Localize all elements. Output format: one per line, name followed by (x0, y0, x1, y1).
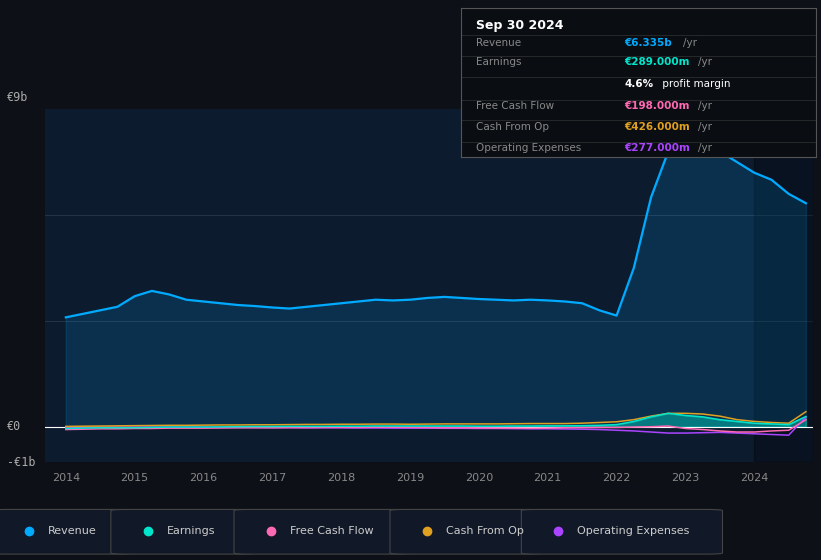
FancyBboxPatch shape (390, 510, 542, 554)
Text: 2017: 2017 (259, 473, 287, 483)
Text: Free Cash Flow: Free Cash Flow (290, 526, 374, 535)
Text: /yr: /yr (699, 122, 713, 132)
Text: €277.000m: €277.000m (625, 143, 690, 153)
Text: Earnings: Earnings (475, 57, 521, 67)
Text: /yr: /yr (699, 143, 713, 153)
FancyBboxPatch shape (521, 510, 722, 554)
Text: Operating Expenses: Operating Expenses (475, 143, 580, 153)
Text: 2023: 2023 (672, 473, 699, 483)
Text: €198.000m: €198.000m (625, 101, 690, 111)
Text: 2024: 2024 (740, 473, 768, 483)
Text: €6.335b: €6.335b (625, 38, 672, 48)
Bar (754, 109, 813, 462)
Text: Operating Expenses: Operating Expenses (577, 526, 690, 535)
Text: 2014: 2014 (52, 473, 80, 483)
Text: Revenue: Revenue (48, 526, 96, 535)
FancyBboxPatch shape (234, 510, 410, 554)
Text: 2015: 2015 (121, 473, 149, 483)
FancyBboxPatch shape (0, 510, 131, 554)
FancyBboxPatch shape (111, 510, 255, 554)
Text: 2016: 2016 (190, 473, 218, 483)
Text: Revenue: Revenue (475, 38, 521, 48)
Text: 4.6%: 4.6% (625, 79, 654, 89)
Text: /yr: /yr (683, 38, 697, 48)
Text: 2022: 2022 (603, 473, 631, 483)
Text: /yr: /yr (699, 101, 713, 111)
Text: 2018: 2018 (327, 473, 355, 483)
Text: €426.000m: €426.000m (625, 122, 690, 132)
Text: -€1b: -€1b (7, 455, 35, 469)
Text: Cash From Op: Cash From Op (475, 122, 548, 132)
Text: Earnings: Earnings (167, 526, 215, 535)
Text: Sep 30 2024: Sep 30 2024 (475, 19, 563, 32)
Text: €0: €0 (7, 420, 21, 433)
Text: /yr: /yr (699, 57, 713, 67)
Text: 2019: 2019 (396, 473, 424, 483)
Text: 2020: 2020 (465, 473, 493, 483)
Text: profit margin: profit margin (659, 79, 731, 89)
Text: €289.000m: €289.000m (625, 57, 690, 67)
Text: Cash From Op: Cash From Op (446, 526, 524, 535)
Text: 2021: 2021 (534, 473, 562, 483)
Text: Free Cash Flow: Free Cash Flow (475, 101, 553, 111)
Text: €9b: €9b (7, 91, 28, 104)
